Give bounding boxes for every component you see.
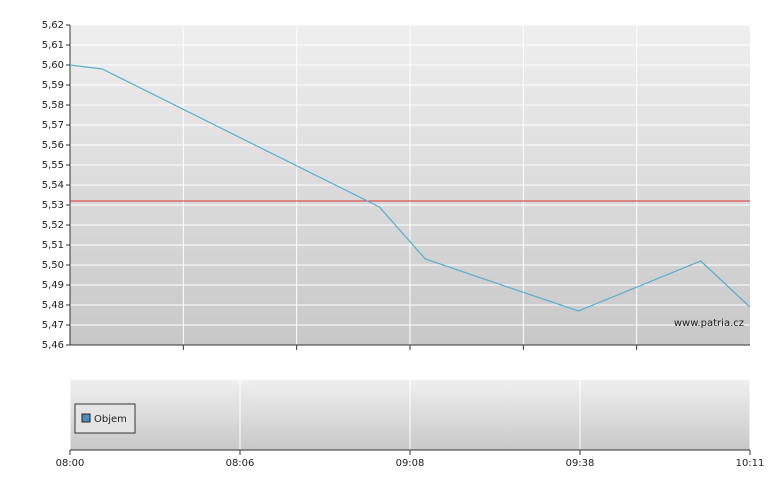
y-tick-label: 5,48 [42, 300, 64, 311]
x-tick-label: 08:00 [56, 458, 85, 469]
y-tick-label: 5,60 [42, 60, 64, 71]
watermark: www.patria.cz [674, 318, 744, 329]
y-tick-label: 5,49 [42, 280, 64, 291]
x-tick-label: 09:38 [566, 458, 595, 469]
y-tick-label: 5,53 [42, 200, 64, 211]
y-tick-label: 5,62 [42, 20, 64, 31]
x-tick-label: 10:11 [736, 458, 765, 469]
y-tick-label: 5,52 [42, 220, 64, 231]
y-tick-label: 5,54 [42, 180, 64, 191]
y-tick-label: 5,55 [42, 160, 64, 171]
y-tick-label: 5,61 [42, 40, 64, 51]
y-tick-label: 5,51 [42, 240, 64, 251]
y-tick-label: 5,46 [42, 340, 64, 351]
legend-label: Objem [94, 414, 127, 425]
price-line [69, 64, 751, 312]
x-tick-label: 08:06 [226, 458, 255, 469]
y-tick-label: 5,57 [42, 120, 64, 131]
y-tick-label: 5,50 [42, 260, 64, 271]
x-tick-label: 09:08 [396, 458, 425, 469]
y-tick-label: 5,58 [42, 100, 64, 111]
y-tick-label: 5,59 [42, 80, 64, 91]
y-tick-label: 5,47 [42, 320, 64, 331]
legend-swatch [81, 413, 91, 423]
y-tick-label: 5,56 [42, 140, 64, 151]
